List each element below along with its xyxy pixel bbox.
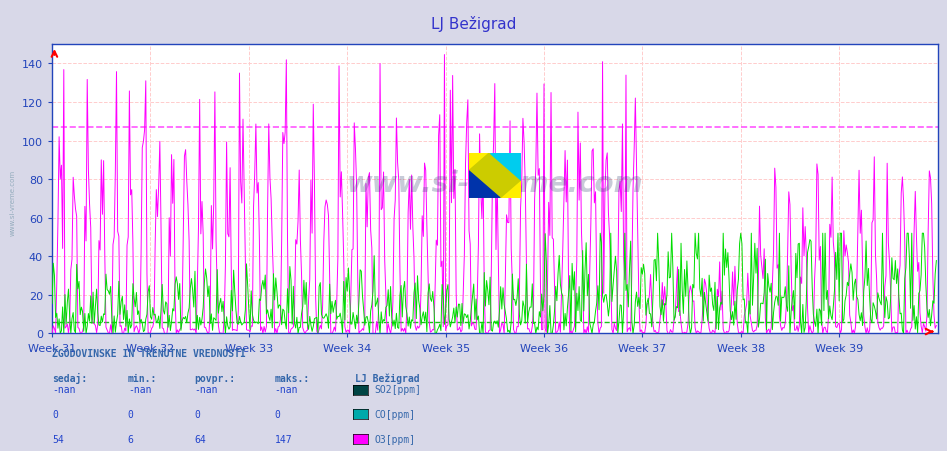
Polygon shape (469, 153, 521, 198)
Text: 147: 147 (275, 434, 293, 444)
Text: 64: 64 (194, 434, 205, 444)
Text: O3[ppm]: O3[ppm] (374, 434, 415, 444)
Text: 0: 0 (194, 409, 200, 419)
Text: 0: 0 (275, 409, 280, 419)
Text: 6: 6 (128, 434, 134, 444)
Text: www.si-vreme.com: www.si-vreme.com (9, 170, 15, 236)
Polygon shape (490, 153, 521, 180)
Text: LJ Bežigrad: LJ Bežigrad (431, 16, 516, 32)
Text: maks.:: maks.: (275, 373, 310, 383)
Text: CO[ppm]: CO[ppm] (374, 409, 415, 419)
Text: 0: 0 (52, 409, 58, 419)
Polygon shape (469, 171, 500, 198)
Text: -nan: -nan (52, 384, 76, 394)
Text: 54: 54 (52, 434, 63, 444)
Text: LJ Bežigrad: LJ Bežigrad (355, 373, 420, 383)
Text: 0: 0 (128, 409, 134, 419)
Text: SO2[ppm]: SO2[ppm] (374, 384, 421, 394)
Text: -nan: -nan (128, 384, 152, 394)
Text: -nan: -nan (194, 384, 218, 394)
Text: www.si-vreme.com: www.si-vreme.com (347, 170, 643, 198)
Text: min.:: min.: (128, 373, 157, 383)
Text: -nan: -nan (275, 384, 298, 394)
Text: povpr.:: povpr.: (194, 373, 235, 383)
Text: ZGODOVINSKE IN TRENUTNE VREDNOSTI: ZGODOVINSKE IN TRENUTNE VREDNOSTI (52, 348, 246, 358)
Text: sedaj:: sedaj: (52, 372, 87, 383)
